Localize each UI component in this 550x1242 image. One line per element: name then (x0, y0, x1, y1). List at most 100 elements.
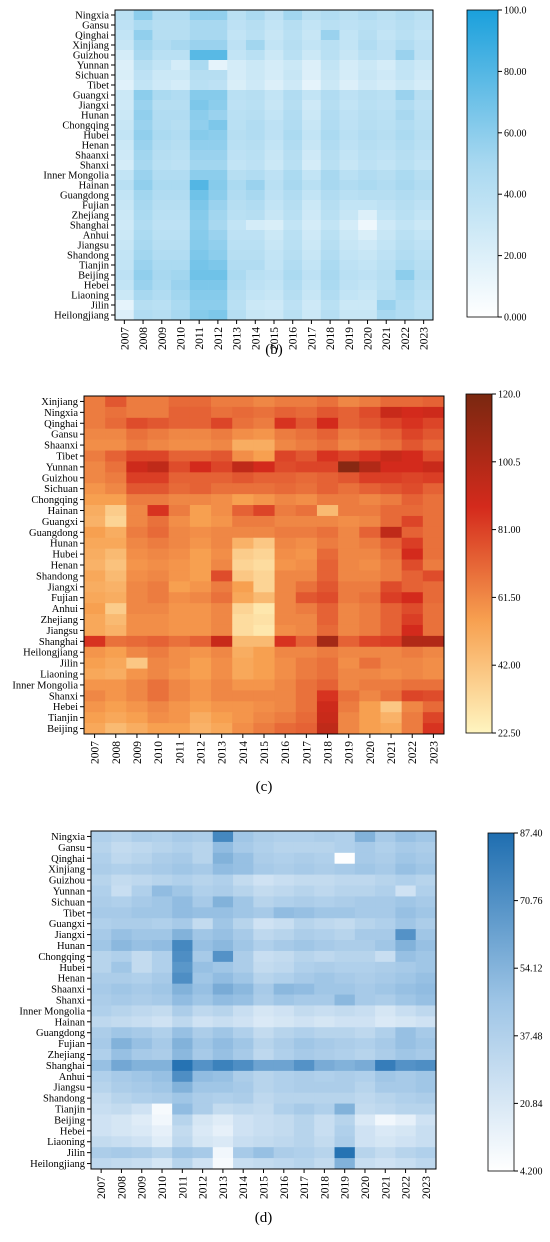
heatmap-cell (115, 260, 135, 271)
heatmap-cell (152, 250, 172, 261)
heatmap-cell (264, 150, 284, 161)
heatmap-cell (359, 559, 381, 571)
heatmap-cell (414, 140, 434, 151)
heatmap-cell (295, 450, 318, 462)
heatmap-cell (274, 679, 297, 691)
heatmap-cell (302, 70, 322, 81)
heatmap-cell (316, 548, 339, 560)
heatmap-cell (264, 160, 284, 171)
heatmap-cell (376, 240, 396, 251)
y-tick-label: Anhui (59, 1072, 85, 1083)
heatmap-cell (293, 1059, 315, 1072)
y-tick-label: Sichuan (44, 484, 79, 495)
heatmap-cell (415, 907, 437, 919)
heatmap-cell (283, 270, 303, 281)
heatmap-cell (211, 570, 233, 582)
heatmap-cell (338, 701, 360, 713)
heatmap-cell (245, 170, 266, 181)
heatmap-cell (115, 300, 135, 311)
heatmap-cell (358, 150, 378, 161)
heatmap-cell (376, 310, 396, 321)
heatmap-cell (245, 260, 266, 271)
heatmap-cell (232, 428, 254, 441)
heatmap-cell (314, 841, 335, 854)
heatmap-cell (264, 60, 284, 71)
heatmap-cell (320, 30, 340, 41)
heatmap-cell (359, 450, 381, 462)
heatmap-cell (211, 668, 233, 680)
heatmap-cell (380, 461, 403, 473)
heatmap-cell (105, 679, 127, 691)
heatmap-cell (245, 10, 266, 21)
heatmap-cell (274, 581, 297, 593)
heatmap-cell (192, 1027, 214, 1039)
heatmap-cell (227, 240, 247, 251)
heatmap-cell (264, 280, 284, 291)
heatmap-cell (359, 679, 381, 691)
heatmap-cell (395, 270, 415, 281)
heatmap-cell (264, 180, 284, 191)
y-tick-label: Jilin (60, 659, 79, 670)
heatmap-cell (283, 70, 303, 81)
heatmap-cell (293, 863, 315, 876)
y-tick-label: Shanghai (46, 1061, 85, 1072)
heatmap-cell (84, 581, 106, 593)
heatmap-cell (253, 472, 275, 484)
heatmap-cell (172, 950, 193, 963)
heatmap-cell (131, 1005, 153, 1017)
heatmap-cell (208, 230, 228, 241)
heatmap-cell (338, 461, 360, 473)
heatmap-cell (302, 210, 322, 221)
heatmap-cell (126, 603, 148, 615)
heatmap-cell (152, 60, 172, 71)
heatmap-cell (245, 120, 266, 131)
heatmap-cell (338, 679, 360, 691)
heatmap-cell (111, 950, 132, 963)
y-tick-label: Inner Mongolia (43, 171, 109, 182)
x-tick-label: 2017 (299, 1176, 311, 1199)
heatmap-cell (172, 863, 193, 876)
heatmap-cell (212, 1005, 234, 1017)
heatmap-cell (172, 972, 193, 985)
heatmap-cell (208, 300, 228, 311)
heatmap-cell (320, 150, 340, 161)
heatmap-cell (253, 439, 275, 451)
heatmap-cell (233, 1059, 254, 1072)
x-tick-label: 2021 (380, 1176, 392, 1199)
heatmap-cell (354, 1103, 376, 1115)
heatmap-cell (192, 1158, 214, 1170)
heatmap-cell (105, 537, 127, 550)
heatmap-cell (91, 1081, 112, 1094)
heatmap-cell (375, 1059, 396, 1072)
heatmap-cell (316, 461, 339, 473)
colorbar-tick-label: 40.00 (504, 190, 527, 201)
heatmap-cell (211, 406, 233, 419)
heatmap-cell (84, 712, 106, 724)
heatmap-cell (189, 210, 209, 221)
heatmap-cell (316, 559, 339, 571)
heatmap-cell (334, 1092, 356, 1104)
heatmap-cell (314, 972, 335, 985)
heatmap-cell (401, 690, 424, 702)
heatmap-cell (422, 450, 445, 462)
heatmap-cell (233, 1092, 254, 1104)
heatmap-cell (211, 559, 233, 571)
heatmap-cell (208, 190, 228, 201)
heatmap-cell (401, 701, 424, 713)
heatmap-cell (273, 918, 295, 930)
heatmap-cell (245, 290, 266, 301)
y-tick-label: Beijing (54, 1115, 86, 1126)
y-tick-label: Beijing (78, 271, 110, 282)
heatmap-cell (168, 603, 191, 615)
heatmap-cell (358, 70, 378, 81)
heatmap-cell (320, 180, 340, 191)
y-tick-label: Gansu (58, 843, 86, 854)
heatmap-cell (192, 1049, 214, 1061)
heatmap-cell (401, 450, 424, 462)
heatmap-cell (189, 570, 212, 582)
heatmap-cell (189, 559, 212, 571)
heatmap-cell (227, 280, 247, 291)
heatmap-cell (172, 1125, 193, 1137)
heatmap-cell (414, 120, 434, 131)
y-tick-label: Jiangsu (47, 626, 79, 637)
